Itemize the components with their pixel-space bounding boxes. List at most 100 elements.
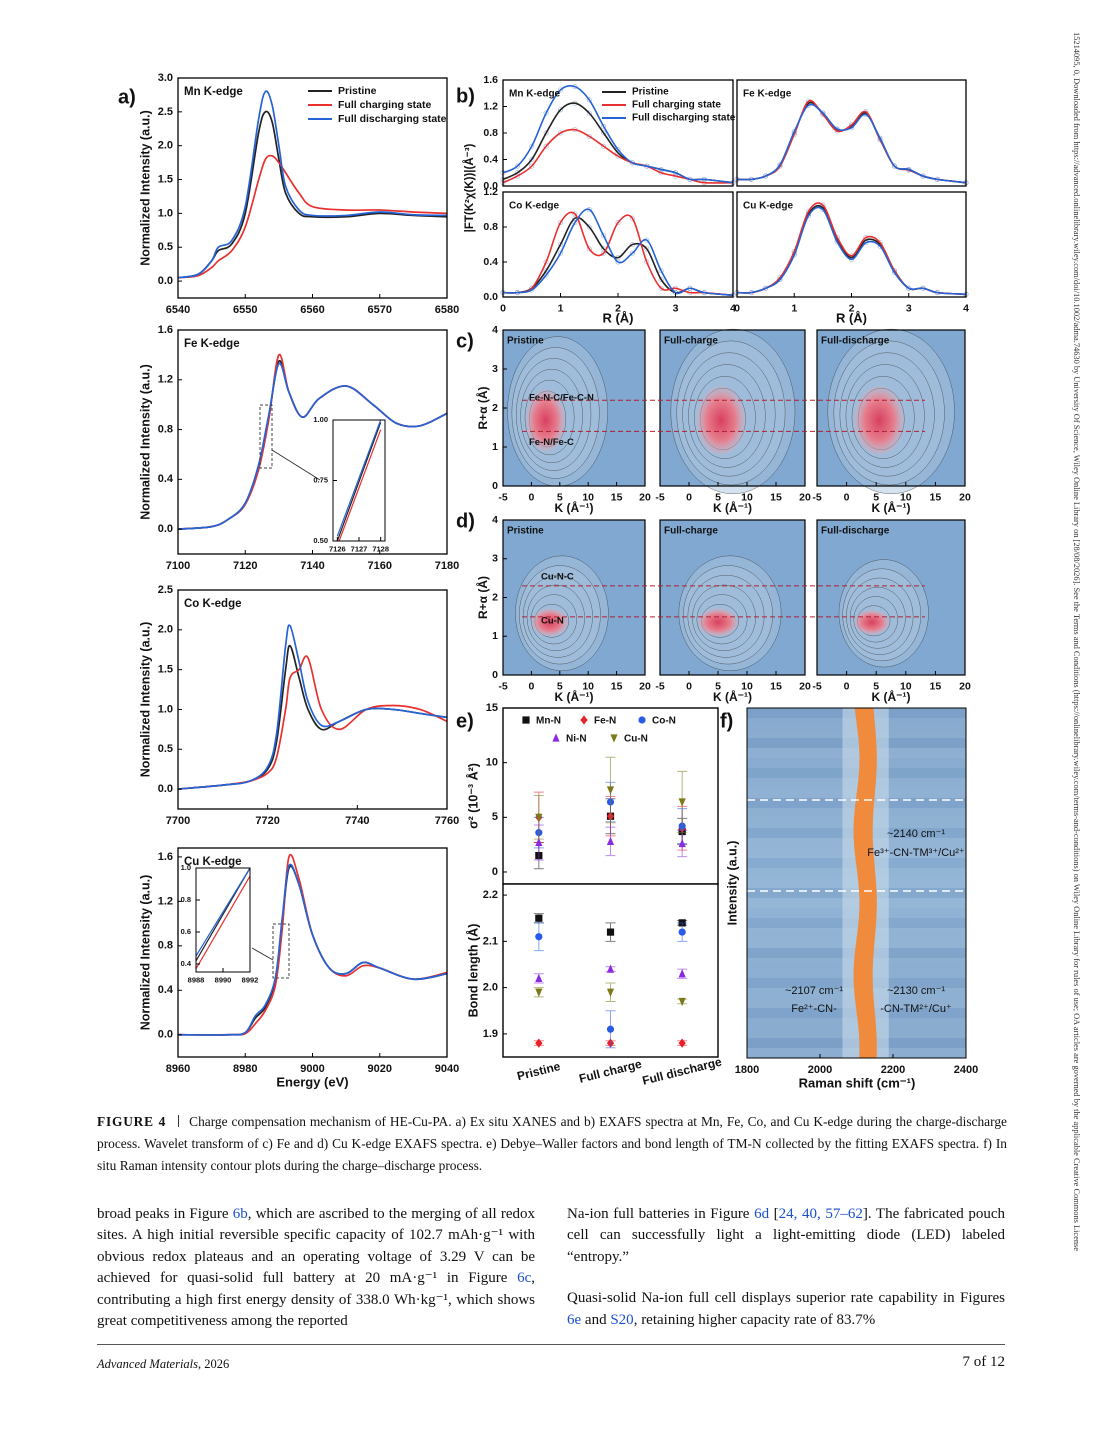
x-tick-label: 6560 xyxy=(300,304,324,316)
x-tick-label: 20 xyxy=(799,680,811,692)
legend-label: Pristine xyxy=(632,87,669,98)
point xyxy=(678,997,686,1007)
line-series xyxy=(503,208,733,297)
plot-frame xyxy=(746,707,967,1059)
contour-peak xyxy=(854,386,905,455)
text-run: , contributing a high first energy densi… xyxy=(97,1270,535,1330)
panel-letter: b) xyxy=(456,85,475,107)
link[interactable]: S20 xyxy=(610,1311,634,1328)
fit-dot xyxy=(529,157,535,163)
x-tick-label: 7100 xyxy=(166,560,190,572)
annotation: Fe-N-C/Fe-C-N xyxy=(529,393,594,404)
contour-peak xyxy=(525,389,566,452)
text-run: , retaining higher capacity rate of 83.7… xyxy=(633,1311,876,1328)
y-tick-label: 3.0 xyxy=(158,72,173,84)
x-tick-label: 7760 xyxy=(435,815,459,827)
x-tick-label: 15 xyxy=(611,491,623,503)
point xyxy=(606,1025,615,1033)
point xyxy=(678,1038,686,1048)
x-axis-label: K (Å⁻¹) xyxy=(555,689,594,704)
line-series xyxy=(336,420,382,537)
text-run: Na-ion full batteries in Figure xyxy=(567,1206,755,1222)
x-tick-label: 0 xyxy=(528,491,534,503)
x-tick-label: 9040 xyxy=(435,1063,459,1075)
x-tick-label: 7180 xyxy=(435,560,459,572)
fit-dot xyxy=(586,133,592,139)
y-tick-label: 0 xyxy=(492,480,498,492)
x-axis-label: Energy (eV) xyxy=(276,1074,348,1089)
x-tick-label: 2200 xyxy=(881,1064,905,1076)
x-tick-label: 6570 xyxy=(368,304,392,316)
text-run: and xyxy=(581,1311,611,1328)
y-tick-label: 1.6 xyxy=(483,74,498,86)
contour-ring xyxy=(845,364,925,468)
x-tick-label: 15 xyxy=(930,680,942,692)
y-axis-label: Normalized Intensity (a.u.) xyxy=(138,875,152,1031)
x-tick-label: 8960 xyxy=(166,1063,190,1075)
x-tick-label: 2 xyxy=(849,302,855,314)
y-axis-label: Normalized Intensity (a.u.) xyxy=(138,364,152,520)
y-tick-label: 0.0 xyxy=(158,1029,173,1041)
point xyxy=(606,988,615,997)
line-series xyxy=(503,128,733,184)
point xyxy=(678,838,686,848)
link[interactable]: 24, 40, 57–62 xyxy=(778,1206,863,1222)
fit-dot xyxy=(586,97,592,103)
fit-dot xyxy=(572,211,578,217)
plot-frame xyxy=(816,329,966,487)
x-tick-label: 7128 xyxy=(372,544,389,553)
legend-marker xyxy=(610,734,618,743)
y-tick-label: 0.0 xyxy=(483,291,498,303)
link[interactable]: 6e xyxy=(567,1311,582,1328)
plot-area xyxy=(178,330,447,554)
point xyxy=(535,837,543,847)
x-axis-label: K (Å⁻¹) xyxy=(713,689,752,704)
y-tick-label: 1.00 xyxy=(313,415,328,424)
x-tick-label: 8990 xyxy=(215,975,232,984)
chart-title: Pristine xyxy=(507,336,544,347)
x-tick-label: 9000 xyxy=(300,1063,324,1075)
x-tick-label: 7120 xyxy=(233,560,257,572)
category-label: Pristine xyxy=(516,1059,562,1083)
x-tick-label: 20 xyxy=(799,491,811,503)
x-tick-label: 0 xyxy=(500,302,506,314)
contour-peak xyxy=(697,608,739,637)
legend-marker xyxy=(638,716,646,724)
link[interactable]: 6d xyxy=(754,1206,770,1222)
x-tick-label: 2 xyxy=(615,302,621,314)
x-tick-label: 20 xyxy=(959,491,971,503)
link[interactable]: 6b xyxy=(232,1206,248,1222)
line-series xyxy=(737,206,966,296)
panel-letter: a) xyxy=(118,86,136,108)
legend-label: Pristine xyxy=(338,85,377,97)
x-tick-label: 15 xyxy=(770,680,782,692)
x-tick-label: 20 xyxy=(959,680,971,692)
y-tick-label: 2.1 xyxy=(483,935,498,947)
x-axis-label: K (Å⁻¹) xyxy=(713,500,752,515)
y-tick-label: 4 xyxy=(492,514,498,526)
x-tick-label: 9020 xyxy=(368,1063,392,1075)
y-tick-label: 15 xyxy=(486,702,498,714)
plot-area xyxy=(503,192,733,297)
y-tick-label: 0.8 xyxy=(158,940,173,952)
chart-title: Mn K-edge xyxy=(509,89,561,100)
chart-title: Cu K-edge xyxy=(743,201,793,212)
x-tick-label: 4 xyxy=(730,302,736,314)
annotation: ~2130 cm⁻¹ xyxy=(887,985,945,997)
fit-dot xyxy=(644,246,650,252)
x-tick-label: 2000 xyxy=(808,1064,832,1076)
y-tick-label: 4 xyxy=(492,324,498,336)
x-tick-label: 5 xyxy=(557,680,563,692)
x-tick-label: 1800 xyxy=(735,1064,759,1076)
y-tick-label: 0.8 xyxy=(483,221,498,233)
x-tick-label: -5 xyxy=(498,491,507,503)
y-tick-label: 1.2 xyxy=(483,100,498,112)
figure: a) b) c) d) e) f) 6540 6550 6560 6570 6580 0.0 0.5 1.… xyxy=(118,72,978,1091)
text-run: broad peaks in Figure xyxy=(97,1206,233,1222)
x-tick-label: 7700 xyxy=(166,815,190,827)
x-tick-label: 0 xyxy=(528,680,534,692)
link[interactable]: 6c xyxy=(517,1270,532,1287)
x-tick-label: 6550 xyxy=(233,304,257,316)
chart-title: Full-discharge xyxy=(821,336,890,347)
